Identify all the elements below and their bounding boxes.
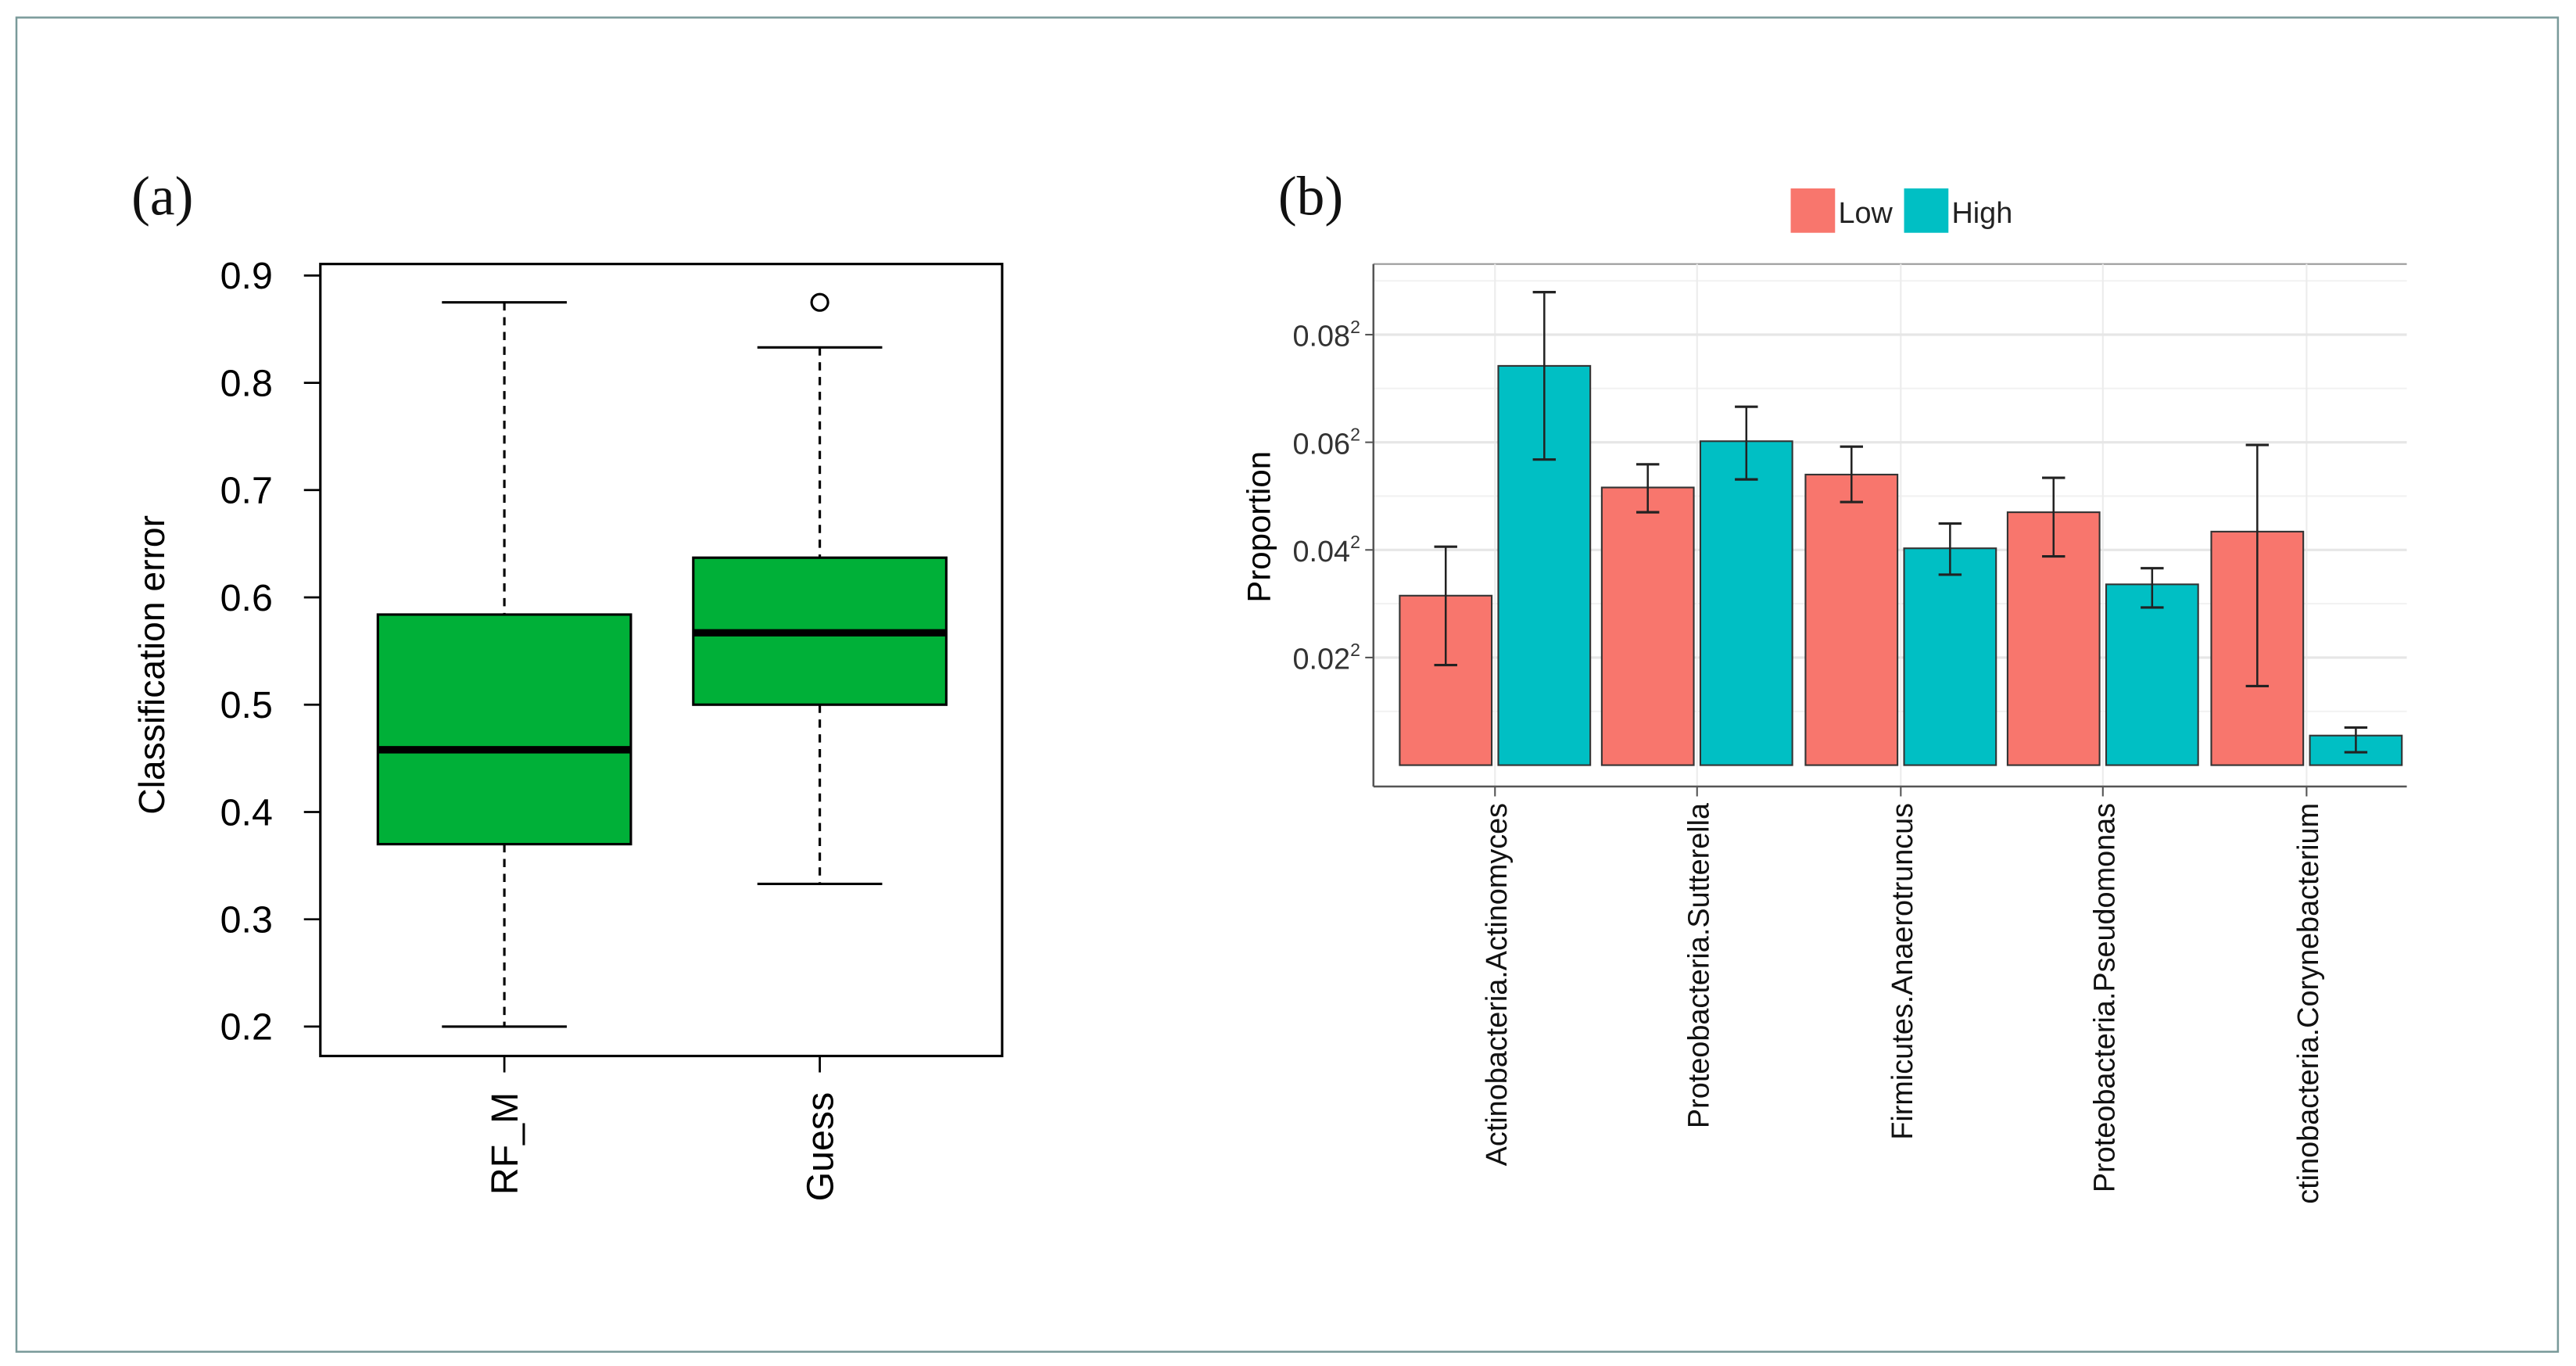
bar-group: Actinobacteria.Actinomyces (1399, 291, 1592, 1166)
y-tick-value: 0.02 (1292, 644, 1350, 676)
x-tick-label-b: Firmicutes.Anaerotruncus (1886, 803, 1919, 1140)
y-axis-label-a: Classification error (131, 515, 172, 815)
bar-group: ctinobacteria.Corynebacterium (2210, 443, 2403, 1204)
x-tick-label-b: ctinobacteria.Corynebacterium (2292, 803, 2325, 1204)
x-tick-label-b: Proteobacteria.Sutterella (1682, 802, 1715, 1128)
y-tick-label-b: 0.062 (1292, 425, 1360, 461)
x-tick-label-a: RF_M (484, 1092, 526, 1196)
legend-swatch-low (1790, 188, 1836, 233)
y-tick-label-a: 0.2 (220, 1006, 273, 1049)
panel-b-barchart: (b) Low High Proportion 0.0220.0420.0620… (1240, 166, 2407, 1204)
panel-a-boxplot: (a) Classification error 0.2 0.3 0.4 0.5 0.6… (131, 166, 1004, 1202)
y-tick-superscript: 2 (1350, 317, 1360, 337)
x-tick-label-a: Guess (799, 1092, 841, 1202)
legend-swatch-high (1904, 188, 1949, 233)
bar-high (2105, 583, 2199, 766)
panel-a-label: (a) (131, 166, 193, 228)
outlier-point (810, 292, 829, 312)
bar-group: Proteobacteria.Pseudomonas (2006, 476, 2199, 1192)
bar-high (1903, 547, 1997, 766)
y-tick-superscript: 2 (1350, 425, 1360, 445)
panel-b-label: (b) (1278, 166, 1343, 228)
y-tick-label-a: 0.9 (220, 255, 273, 297)
y-tick-value: 0.04 (1292, 536, 1350, 568)
legend-label-low: Low (1838, 197, 1893, 230)
bar-group: Proteobacteria.Sutterella (1600, 405, 1793, 1128)
y-tick-superscript: 2 (1350, 532, 1360, 552)
y-tick-value: 0.08 (1292, 321, 1350, 353)
y-tick-label-a: 0.8 (220, 362, 273, 404)
plot-a-frame (319, 263, 1004, 1058)
y-tick-label-a: 0.3 (220, 898, 273, 941)
y-tick-label-a: 0.6 (220, 577, 273, 619)
y-tick-label-b: 0.042 (1292, 532, 1360, 568)
y-tick-label-a: 0.4 (220, 791, 273, 834)
box-rf-m: RF_M (376, 301, 632, 1196)
y-tick-label-a: 0.5 (220, 684, 273, 726)
y-tick-superscript: 2 (1350, 640, 1360, 660)
x-tick-label-b: Proteobacteria.Pseudomonas (2089, 803, 2122, 1192)
y-tick-value: 0.06 (1292, 428, 1350, 461)
y-tick-label-a: 0.7 (220, 470, 273, 512)
y-tick-label-b: 0.082 (1292, 317, 1360, 353)
bar-high (1699, 440, 1793, 766)
bar-low (1804, 473, 1899, 766)
y-tick-label-b: 0.022 (1292, 640, 1360, 676)
box-guess: Guess (692, 292, 948, 1202)
legend-label-high: High (1951, 197, 2012, 230)
bar-low (1600, 486, 1695, 766)
legend: Low High (1790, 188, 2012, 233)
y-axis-label-b: Proportion (1240, 451, 1277, 603)
iqr-box (376, 613, 632, 846)
x-tick-label-b: Actinobacteria.Actinomyces (1481, 803, 1514, 1166)
bar-group: Firmicutes.Anaerotruncus (1804, 445, 1997, 1140)
